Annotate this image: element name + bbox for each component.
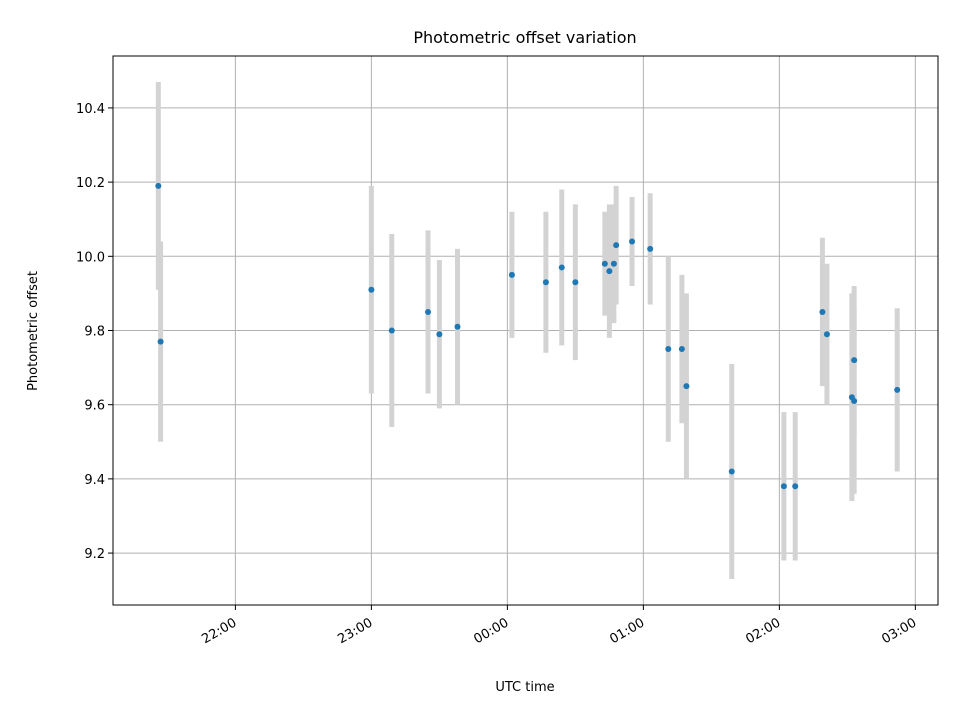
data-point [601, 260, 608, 267]
data-point [823, 331, 830, 338]
y-tick-label: 9.4 [84, 473, 105, 488]
data-point [436, 331, 443, 338]
y-tick-label: 9.2 [84, 547, 105, 562]
data-point [454, 323, 461, 330]
data-point [425, 308, 432, 315]
data-point [368, 286, 375, 293]
data-point [894, 386, 901, 393]
data-point [558, 264, 565, 271]
data-point [606, 268, 613, 275]
data-point [780, 483, 787, 490]
data-point [665, 346, 672, 353]
data-point [851, 397, 858, 404]
data-point [819, 308, 826, 315]
x-axis-label: UTC time [495, 680, 554, 695]
data-point [157, 338, 164, 345]
data-point [728, 468, 735, 475]
data-points [155, 182, 901, 490]
y-tick-label: 10.2 [76, 176, 105, 191]
data-point [613, 242, 620, 249]
data-point [683, 383, 690, 390]
data-point [388, 327, 395, 334]
data-point [508, 271, 515, 278]
data-point [155, 182, 162, 189]
chart-title: Photometric offset variation [413, 28, 636, 47]
data-point [792, 483, 799, 490]
data-point [629, 238, 636, 245]
y-axis-label: Photometric offset [26, 271, 41, 391]
data-point [610, 260, 617, 267]
y-tick-label: 9.8 [84, 325, 105, 340]
data-point [678, 346, 685, 353]
data-point [542, 279, 549, 286]
data-point [572, 279, 579, 286]
data-point [647, 245, 654, 252]
y-tick-label: 9.6 [84, 399, 105, 414]
y-tick-label: 10.0 [76, 250, 105, 265]
data-point [851, 357, 858, 364]
y-tick-label: 10.4 [76, 102, 105, 117]
